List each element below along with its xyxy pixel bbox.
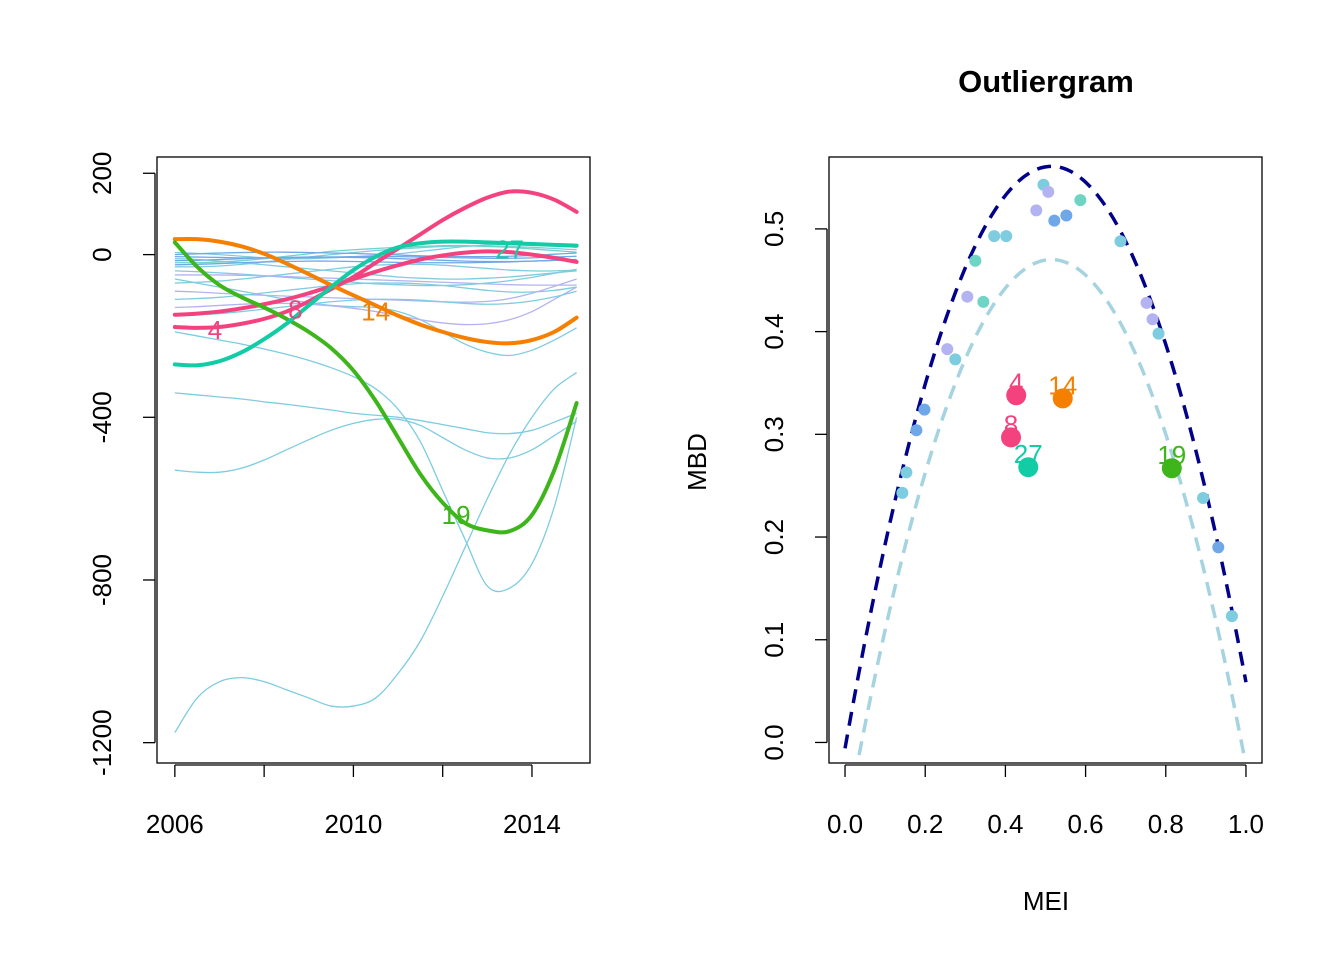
right-y-tick-label: 0.2	[759, 519, 789, 555]
curve-label-8: 8	[288, 295, 302, 325]
scatter-point-8	[969, 254, 982, 267]
scatter-points	[896, 178, 1238, 623]
scatter-point-10	[988, 230, 1001, 243]
scatter-point-3	[910, 424, 923, 437]
scatter-point-4	[918, 403, 931, 416]
outlier-label-14: 14	[1048, 370, 1077, 400]
scatter-point-18	[1114, 235, 1127, 248]
outlier-points: 4 8 14 19 27	[1001, 367, 1186, 479]
outlier-curves: 4 8 14 19 27	[172, 189, 579, 535]
outlier-label-8: 8	[1004, 409, 1018, 439]
scatter-point-2	[900, 466, 913, 479]
left-y-tick-label: -1200	[87, 709, 117, 776]
scatter-point-15	[1048, 214, 1061, 227]
left-plot-frame	[156, 156, 591, 764]
outlier-label-19: 19	[1157, 440, 1186, 470]
background-curve-8	[174, 263, 577, 284]
outlier-label-27: 27	[1014, 439, 1043, 469]
curve-label-14: 14	[361, 297, 390, 327]
background-curve-4	[174, 331, 578, 593]
right-x-tick-label: 0.0	[827, 809, 863, 839]
background-curve-14	[174, 251, 577, 258]
left-x-tick-label: 2014	[503, 809, 561, 839]
scatter-point-11	[1000, 230, 1013, 243]
scatter-point-5	[941, 343, 954, 356]
outliergram-title: Outliergram	[958, 64, 1134, 99]
scatter-point-22	[1197, 492, 1210, 505]
scatter-point-9	[977, 295, 990, 308]
right-x-tick-label: 0.4	[987, 809, 1023, 839]
outlier-curve-4	[172, 189, 579, 330]
curve-label-4: 4	[208, 315, 222, 345]
outlier-label-4: 4	[1009, 367, 1023, 397]
y-axis-title: MBD	[682, 433, 712, 491]
background-curve-7	[174, 245, 577, 268]
functional-curves-panel: 4 8 14 19 27 2006 2010 2014 -1200 -800 -400 0 200	[87, 152, 591, 839]
lower-boundary-parabola	[857, 257, 1246, 756]
background-curve-3	[174, 418, 577, 474]
outlier-point-27	[1018, 457, 1039, 478]
right-x-tick-label: 1.0	[1228, 809, 1264, 839]
background-curve-20	[174, 290, 577, 317]
scatter-point-14	[1042, 185, 1055, 198]
right-x-tick-label: 0.6	[1068, 809, 1104, 839]
background-curve-16	[174, 286, 577, 326]
left-y-tick-label: 0	[87, 247, 117, 261]
outlier-curve-14	[172, 236, 579, 346]
outlier-curve-19	[172, 240, 579, 535]
scatter-point-21	[1152, 327, 1165, 340]
background-curve-2	[174, 392, 577, 435]
right-x-tick-label: 0.8	[1148, 809, 1184, 839]
outlier-curve-8	[172, 249, 579, 317]
scatter-point-1	[896, 486, 909, 499]
scatter-point-12	[1030, 204, 1043, 217]
scatter-point-16	[1060, 209, 1073, 222]
x-axis-title: MEI	[1023, 886, 1069, 916]
right-x-axis: 0.0 0.2 0.4 0.6 0.8 1.0	[827, 764, 1264, 839]
left-x-tick-label: 2010	[324, 809, 382, 839]
scatter-point-24	[1225, 610, 1238, 623]
left-y-tick-label: -800	[87, 554, 117, 606]
right-y-tick-label: 0.4	[759, 314, 789, 350]
left-x-axis: 2006 2010 2014	[146, 764, 561, 839]
outlier-point-14	[1052, 388, 1073, 409]
right-y-tick-label: 0.0	[759, 724, 789, 760]
background-curve-11	[174, 244, 577, 264]
right-y-tick-label: 0.1	[759, 622, 789, 658]
left-y-tick-label: -400	[87, 391, 117, 443]
left-x-tick-label: 2006	[146, 809, 204, 839]
left-y-axis: -1200 -800 -400 0 200	[87, 152, 156, 776]
scatter-point-7	[961, 290, 974, 303]
scatter-point-20	[1146, 313, 1159, 326]
curve-label-27: 27	[495, 235, 524, 265]
right-y-tick-label: 0.3	[759, 416, 789, 452]
scatter-point-17	[1074, 194, 1087, 207]
background-curve-9	[174, 268, 577, 287]
right-y-tick-label: 0.5	[759, 211, 789, 247]
scatter-point-6	[949, 353, 962, 366]
right-x-tick-label: 0.2	[907, 809, 943, 839]
scatter-point-23	[1212, 541, 1225, 554]
left-y-tick-label: 200	[87, 152, 117, 195]
background-curve-1	[174, 372, 577, 733]
outlier-curve-27	[172, 239, 579, 368]
curve-label-19: 19	[442, 500, 471, 530]
outlier-point-19	[1161, 458, 1182, 479]
right-y-axis: 0.0 0.1 0.2 0.3 0.4 0.5	[759, 211, 828, 761]
outlier-point-4	[1006, 385, 1027, 406]
scatter-point-19	[1140, 296, 1153, 309]
right-plot-frame	[828, 156, 1263, 764]
background-curve-18	[174, 274, 577, 286]
outlier-point-8	[1001, 427, 1022, 448]
